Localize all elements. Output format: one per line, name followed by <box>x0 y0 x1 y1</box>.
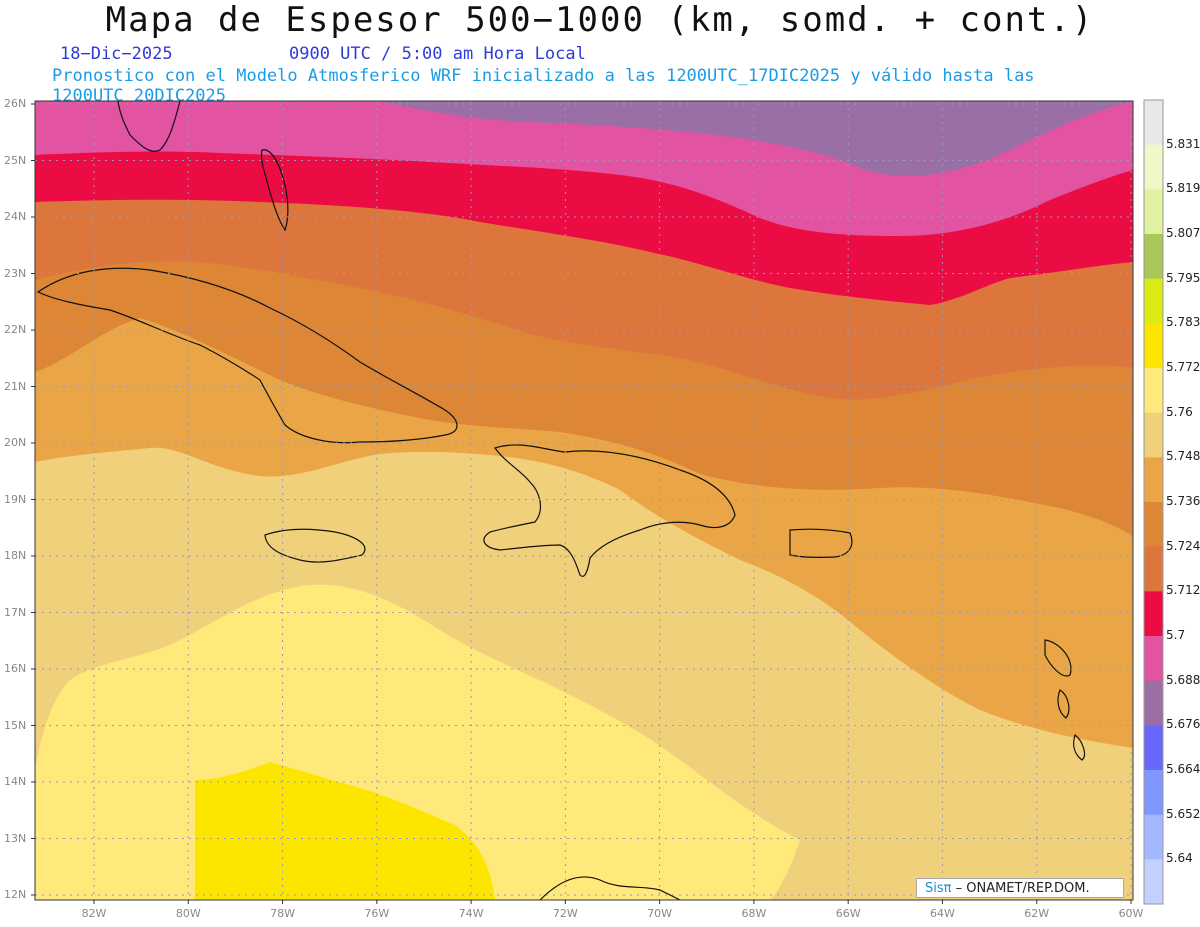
latitude-label: 22N <box>4 323 27 336</box>
colorbar-swatch <box>1144 502 1163 548</box>
colorbar-swatch <box>1144 457 1163 503</box>
lesser-antilles-coastline <box>1044 639 1086 761</box>
colorbar-swatch <box>1144 278 1163 324</box>
latitude-label: 17N <box>4 605 27 619</box>
colorbar-swatch <box>1144 144 1163 190</box>
venezuela-coastline <box>539 876 681 901</box>
puerto-rico-coastline <box>789 528 853 558</box>
colorbar-label: 5.652 <box>1166 806 1200 821</box>
colorbar-swatch <box>1144 770 1163 816</box>
colorbar-label: 5.64 <box>1166 851 1193 866</box>
florida-coastline <box>117 100 181 152</box>
colorbar-swatch <box>1144 546 1163 592</box>
colorbar-label: 5.664 <box>1166 762 1200 776</box>
coastlines <box>36 100 1086 901</box>
colorbar <box>1143 99 1164 905</box>
longitude-label: 66W <box>835 907 861 920</box>
credit-org: – ONAMET/REP.DOM. <box>955 881 1090 896</box>
latitude-label: 12N <box>4 888 27 901</box>
colorbar-swatch <box>1144 591 1163 637</box>
latitude-label: 15N <box>4 718 27 732</box>
colorbar-swatch <box>1144 234 1163 280</box>
colorbar-label: 5.712 <box>1166 583 1200 598</box>
colorbar-label: 5.736 <box>1166 494 1200 508</box>
colorbar-label: 5.819 <box>1166 181 1200 196</box>
jamaica-coastline <box>264 528 366 563</box>
latitude-label: 21N <box>4 379 27 393</box>
colorbar-swatch <box>1144 412 1163 458</box>
latitude-label: 18N <box>4 549 27 562</box>
colorbar-label: 5.783 <box>1166 315 1200 330</box>
longitude-label: 72W <box>552 907 578 920</box>
band-5-772 <box>195 762 495 900</box>
longitude-label: 64W <box>930 907 955 920</box>
colorbar-swatch <box>1144 859 1163 905</box>
longitude-label: 68W <box>741 907 767 920</box>
latitude-label: 25N <box>4 153 27 167</box>
hispaniola-coastline <box>483 444 736 577</box>
cuba-coastline <box>36 267 458 444</box>
latitude-label: 19N <box>4 492 27 506</box>
longitude-label: 62W <box>1024 907 1050 920</box>
colorbar-swatch <box>1144 636 1163 682</box>
longitude-label: 82W <box>81 907 107 920</box>
colorbar-swatch <box>1144 323 1163 369</box>
colorbar-swatch <box>1144 100 1163 146</box>
colorbar-label: 5.795 <box>1166 270 1200 285</box>
colorbar-label: 5.688 <box>1166 672 1200 687</box>
forecast-date: 18−Dic−2025 <box>60 44 173 64</box>
colorbar-label: 5.76 <box>1166 404 1193 419</box>
colorbar-swatch <box>1144 725 1163 771</box>
longitude-label: 80W <box>175 907 201 920</box>
latitude-label: 23N <box>4 266 27 280</box>
latitude-label: 16N <box>4 662 27 675</box>
colorbar-label: 5.831 <box>1166 136 1200 151</box>
longitude-label: 60W <box>1118 907 1144 920</box>
latitude-label: 24N <box>4 210 27 223</box>
colorbar-label: 5.772 <box>1166 360 1200 374</box>
latitude-label: 20N <box>4 436 27 449</box>
longitude-label: 78W <box>270 907 295 920</box>
bahamas-coastline <box>260 149 289 232</box>
colorbar-label: 5.724 <box>1166 538 1200 553</box>
colorbar-label: 5.748 <box>1166 449 1200 464</box>
graticule <box>35 101 1133 900</box>
latitude-label: 13N <box>4 831 27 845</box>
colorbar-frame <box>1143 99 1164 905</box>
colorbar-label: 5.7 <box>1166 628 1186 642</box>
colorbar-swatch <box>1144 189 1163 235</box>
map-frame <box>34 100 1134 901</box>
credit-box: Sisπ – ONAMET/REP.DOM. <box>916 878 1124 898</box>
tick-marks <box>31 103 1132 904</box>
latitude-label: 14N <box>4 775 27 788</box>
colorbar-label: 5.807 <box>1166 226 1200 240</box>
map-title: Mapa de Espesor 500−1000 (km, somd. + co… <box>105 0 1095 40</box>
colorbar-swatch <box>1144 368 1163 414</box>
credit-brand: Sisπ <box>925 881 952 896</box>
colorbar-label: 5.676 <box>1166 717 1200 732</box>
latitude-label: 26N <box>4 97 27 110</box>
longitude-label: 70W <box>647 907 673 920</box>
colorbar-swatch <box>1144 680 1163 726</box>
colorbar-swatch <box>1144 814 1163 860</box>
longitude-label: 74W <box>458 907 484 920</box>
forecast-time: 0900 UTC / 5:00 am Hora Local <box>289 44 586 64</box>
longitude-label: 76W <box>364 907 390 920</box>
